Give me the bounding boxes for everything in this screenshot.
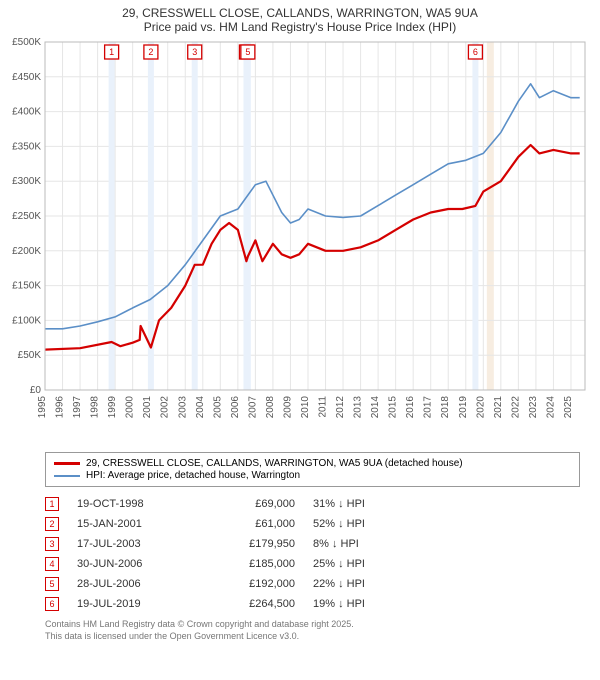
transactions-table: 1 19-OCT-1998 £69,000 31% ↓ HPI 2 15-JAN-2001… — [45, 497, 580, 611]
tx-date: 30-JUN-2006 — [77, 558, 187, 570]
svg-text:2006: 2006 — [230, 396, 241, 419]
tx-pct: 19% ↓ HPI — [313, 598, 403, 610]
tx-marker: 2 — [45, 517, 59, 531]
svg-text:2002: 2002 — [160, 396, 171, 419]
svg-text:2013: 2013 — [353, 396, 364, 419]
svg-text:£450K: £450K — [12, 72, 41, 83]
svg-text:2008: 2008 — [265, 396, 276, 419]
title-line-1: 29, CRESSWELL CLOSE, CALLANDS, WARRINGTO… — [10, 6, 590, 20]
svg-text:£200K: £200K — [12, 246, 41, 257]
table-row: 5 28-JUL-2006 £192,000 22% ↓ HPI — [45, 577, 580, 591]
tx-marker: 6 — [45, 597, 59, 611]
tx-price: £264,500 — [205, 598, 295, 610]
svg-text:2003: 2003 — [177, 396, 188, 419]
tx-date: 15-JAN-2001 — [77, 518, 187, 530]
svg-text:1997: 1997 — [72, 396, 83, 419]
tx-price: £185,000 — [205, 558, 295, 570]
svg-text:2011: 2011 — [318, 396, 329, 418]
table-row: 3 17-JUL-2003 £179,950 8% ↓ HPI — [45, 537, 580, 551]
tx-pct: 22% ↓ HPI — [313, 578, 403, 590]
svg-text:2007: 2007 — [247, 396, 258, 419]
tx-pct: 25% ↓ HPI — [313, 558, 403, 570]
svg-text:£250K: £250K — [12, 211, 41, 222]
chart-area: £0 £50K £100K £150K £200K £250K £300K £350K £400… — [0, 36, 600, 446]
svg-text:2005: 2005 — [212, 396, 223, 419]
svg-text:2019: 2019 — [458, 396, 469, 419]
svg-text:2014: 2014 — [370, 396, 381, 419]
tx-pct: 8% ↓ HPI — [313, 538, 403, 550]
svg-text:2018: 2018 — [440, 396, 451, 419]
svg-text:2016: 2016 — [405, 396, 416, 419]
legend-label: 29, CRESSWELL CLOSE, CALLANDS, WARRINGTO… — [86, 458, 463, 469]
svg-text:2025: 2025 — [563, 396, 574, 419]
svg-text:2012: 2012 — [335, 396, 346, 419]
table-row: 1 19-OCT-1998 £69,000 31% ↓ HPI — [45, 497, 580, 511]
table-row: 2 15-JAN-2001 £61,000 52% ↓ HPI — [45, 517, 580, 531]
svg-text:£50K: £50K — [18, 350, 42, 361]
chart-title: 29, CRESSWELL CLOSE, CALLANDS, WARRINGTO… — [0, 0, 600, 36]
svg-text:2017: 2017 — [423, 396, 434, 419]
svg-text:1: 1 — [109, 47, 114, 57]
line-chart: £0 £50K £100K £150K £200K £250K £300K £350K £400… — [0, 36, 600, 446]
tx-date: 19-OCT-1998 — [77, 498, 187, 510]
svg-text:£0: £0 — [30, 385, 42, 396]
legend-label: HPI: Average price, detached house, Warr… — [86, 470, 300, 481]
svg-text:£150K: £150K — [12, 281, 41, 292]
legend-swatch — [54, 462, 80, 465]
svg-text:6: 6 — [473, 47, 478, 57]
legend-swatch — [54, 475, 80, 477]
legend-row: 29, CRESSWELL CLOSE, CALLANDS, WARRINGTO… — [54, 458, 571, 469]
svg-text:3: 3 — [192, 47, 197, 57]
tx-date: 28-JUL-2006 — [77, 578, 187, 590]
svg-text:2009: 2009 — [282, 396, 293, 419]
svg-text:2000: 2000 — [125, 396, 136, 419]
svg-text:2021: 2021 — [493, 396, 504, 419]
svg-text:2024: 2024 — [545, 396, 556, 419]
tx-marker: 4 — [45, 557, 59, 571]
legend-row: HPI: Average price, detached house, Warr… — [54, 470, 571, 481]
svg-text:2: 2 — [148, 47, 153, 57]
svg-text:£400K: £400K — [12, 107, 41, 118]
svg-text:5: 5 — [245, 47, 250, 57]
svg-text:£100K: £100K — [12, 315, 41, 326]
tx-marker: 1 — [45, 497, 59, 511]
table-row: 4 30-JUN-2006 £185,000 25% ↓ HPI — [45, 557, 580, 571]
tx-price: £192,000 — [205, 578, 295, 590]
svg-text:1998: 1998 — [90, 396, 101, 419]
svg-text:1999: 1999 — [107, 396, 118, 419]
footer-attribution: Contains HM Land Registry data © Crown c… — [45, 619, 580, 642]
svg-text:£500K: £500K — [12, 37, 41, 48]
legend: 29, CRESSWELL CLOSE, CALLANDS, WARRINGTO… — [45, 452, 580, 487]
footer-line-2: This data is licensed under the Open Gov… — [45, 631, 580, 643]
svg-text:1995: 1995 — [37, 396, 48, 419]
svg-text:2023: 2023 — [528, 396, 539, 419]
svg-text:2004: 2004 — [195, 396, 206, 419]
svg-text:2020: 2020 — [475, 396, 486, 419]
tx-date: 19-JUL-2019 — [77, 598, 187, 610]
tx-marker: 5 — [45, 577, 59, 591]
tx-marker: 3 — [45, 537, 59, 551]
svg-text:2015: 2015 — [388, 396, 399, 419]
table-row: 6 19-JUL-2019 £264,500 19% ↓ HPI — [45, 597, 580, 611]
svg-text:£300K: £300K — [12, 176, 41, 187]
footer-line-1: Contains HM Land Registry data © Crown c… — [45, 619, 580, 631]
tx-price: £179,950 — [205, 538, 295, 550]
svg-text:2022: 2022 — [510, 396, 521, 419]
svg-text:1996: 1996 — [55, 396, 66, 419]
title-line-2: Price paid vs. HM Land Registry's House … — [10, 20, 590, 34]
svg-text:2001: 2001 — [142, 396, 153, 419]
tx-price: £69,000 — [205, 498, 295, 510]
svg-text:2010: 2010 — [300, 396, 311, 419]
tx-price: £61,000 — [205, 518, 295, 530]
tx-pct: 52% ↓ HPI — [313, 518, 403, 530]
tx-date: 17-JUL-2003 — [77, 538, 187, 550]
tx-pct: 31% ↓ HPI — [313, 498, 403, 510]
svg-text:£350K: £350K — [12, 141, 41, 152]
